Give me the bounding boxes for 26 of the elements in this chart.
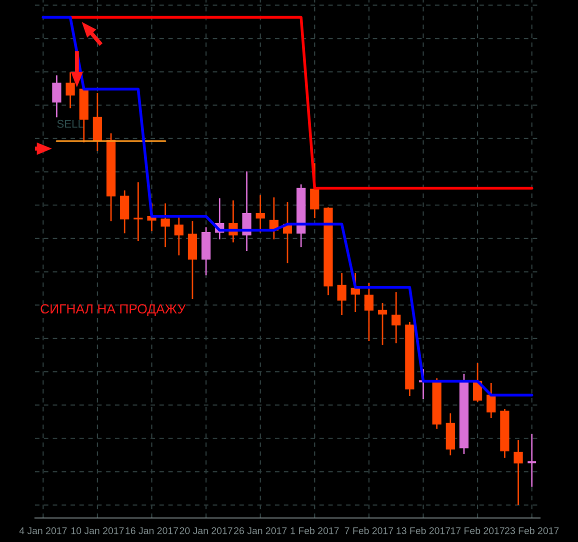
- candlestick: [337, 272, 346, 316]
- candlestick: [134, 181, 143, 242]
- candlestick: [486, 382, 496, 419]
- x-tick-label: 13 Feb 2017: [396, 527, 450, 534]
- candlestick: [52, 74, 62, 118]
- candlestick: [526, 433, 538, 488]
- candlestick: [392, 291, 401, 344]
- candlestick: [514, 439, 523, 506]
- candlestick: [92, 92, 102, 152]
- candlestick: [256, 194, 265, 234]
- x-tick-label: 20 Jan 2017: [180, 527, 232, 534]
- x-tick-label: 17 Feb 2017: [451, 527, 504, 534]
- x-tick-label: 7 Feb 2017: [344, 527, 394, 534]
- candlestick: [120, 190, 130, 234]
- x-tick-label: 23 Feb 2017: [505, 527, 559, 534]
- candlestick: [364, 282, 374, 342]
- candlestick: [378, 302, 388, 346]
- x-tick-label: 10 Jan 2017: [71, 527, 124, 534]
- x-tick-label: 1 Feb 2017: [290, 527, 339, 534]
- candlestick: [160, 202, 170, 248]
- candlestick: [242, 170, 252, 252]
- x-tick-label: 26 Jan 2017: [234, 527, 287, 534]
- x-tick-label: 4 Jan 2017: [19, 527, 67, 534]
- annotation: СИГНАЛ НА ПРОДАЖУ: [40, 304, 186, 316]
- x-tick-label: 16 Jan 2017: [126, 527, 178, 534]
- candlestick: [66, 72, 75, 109]
